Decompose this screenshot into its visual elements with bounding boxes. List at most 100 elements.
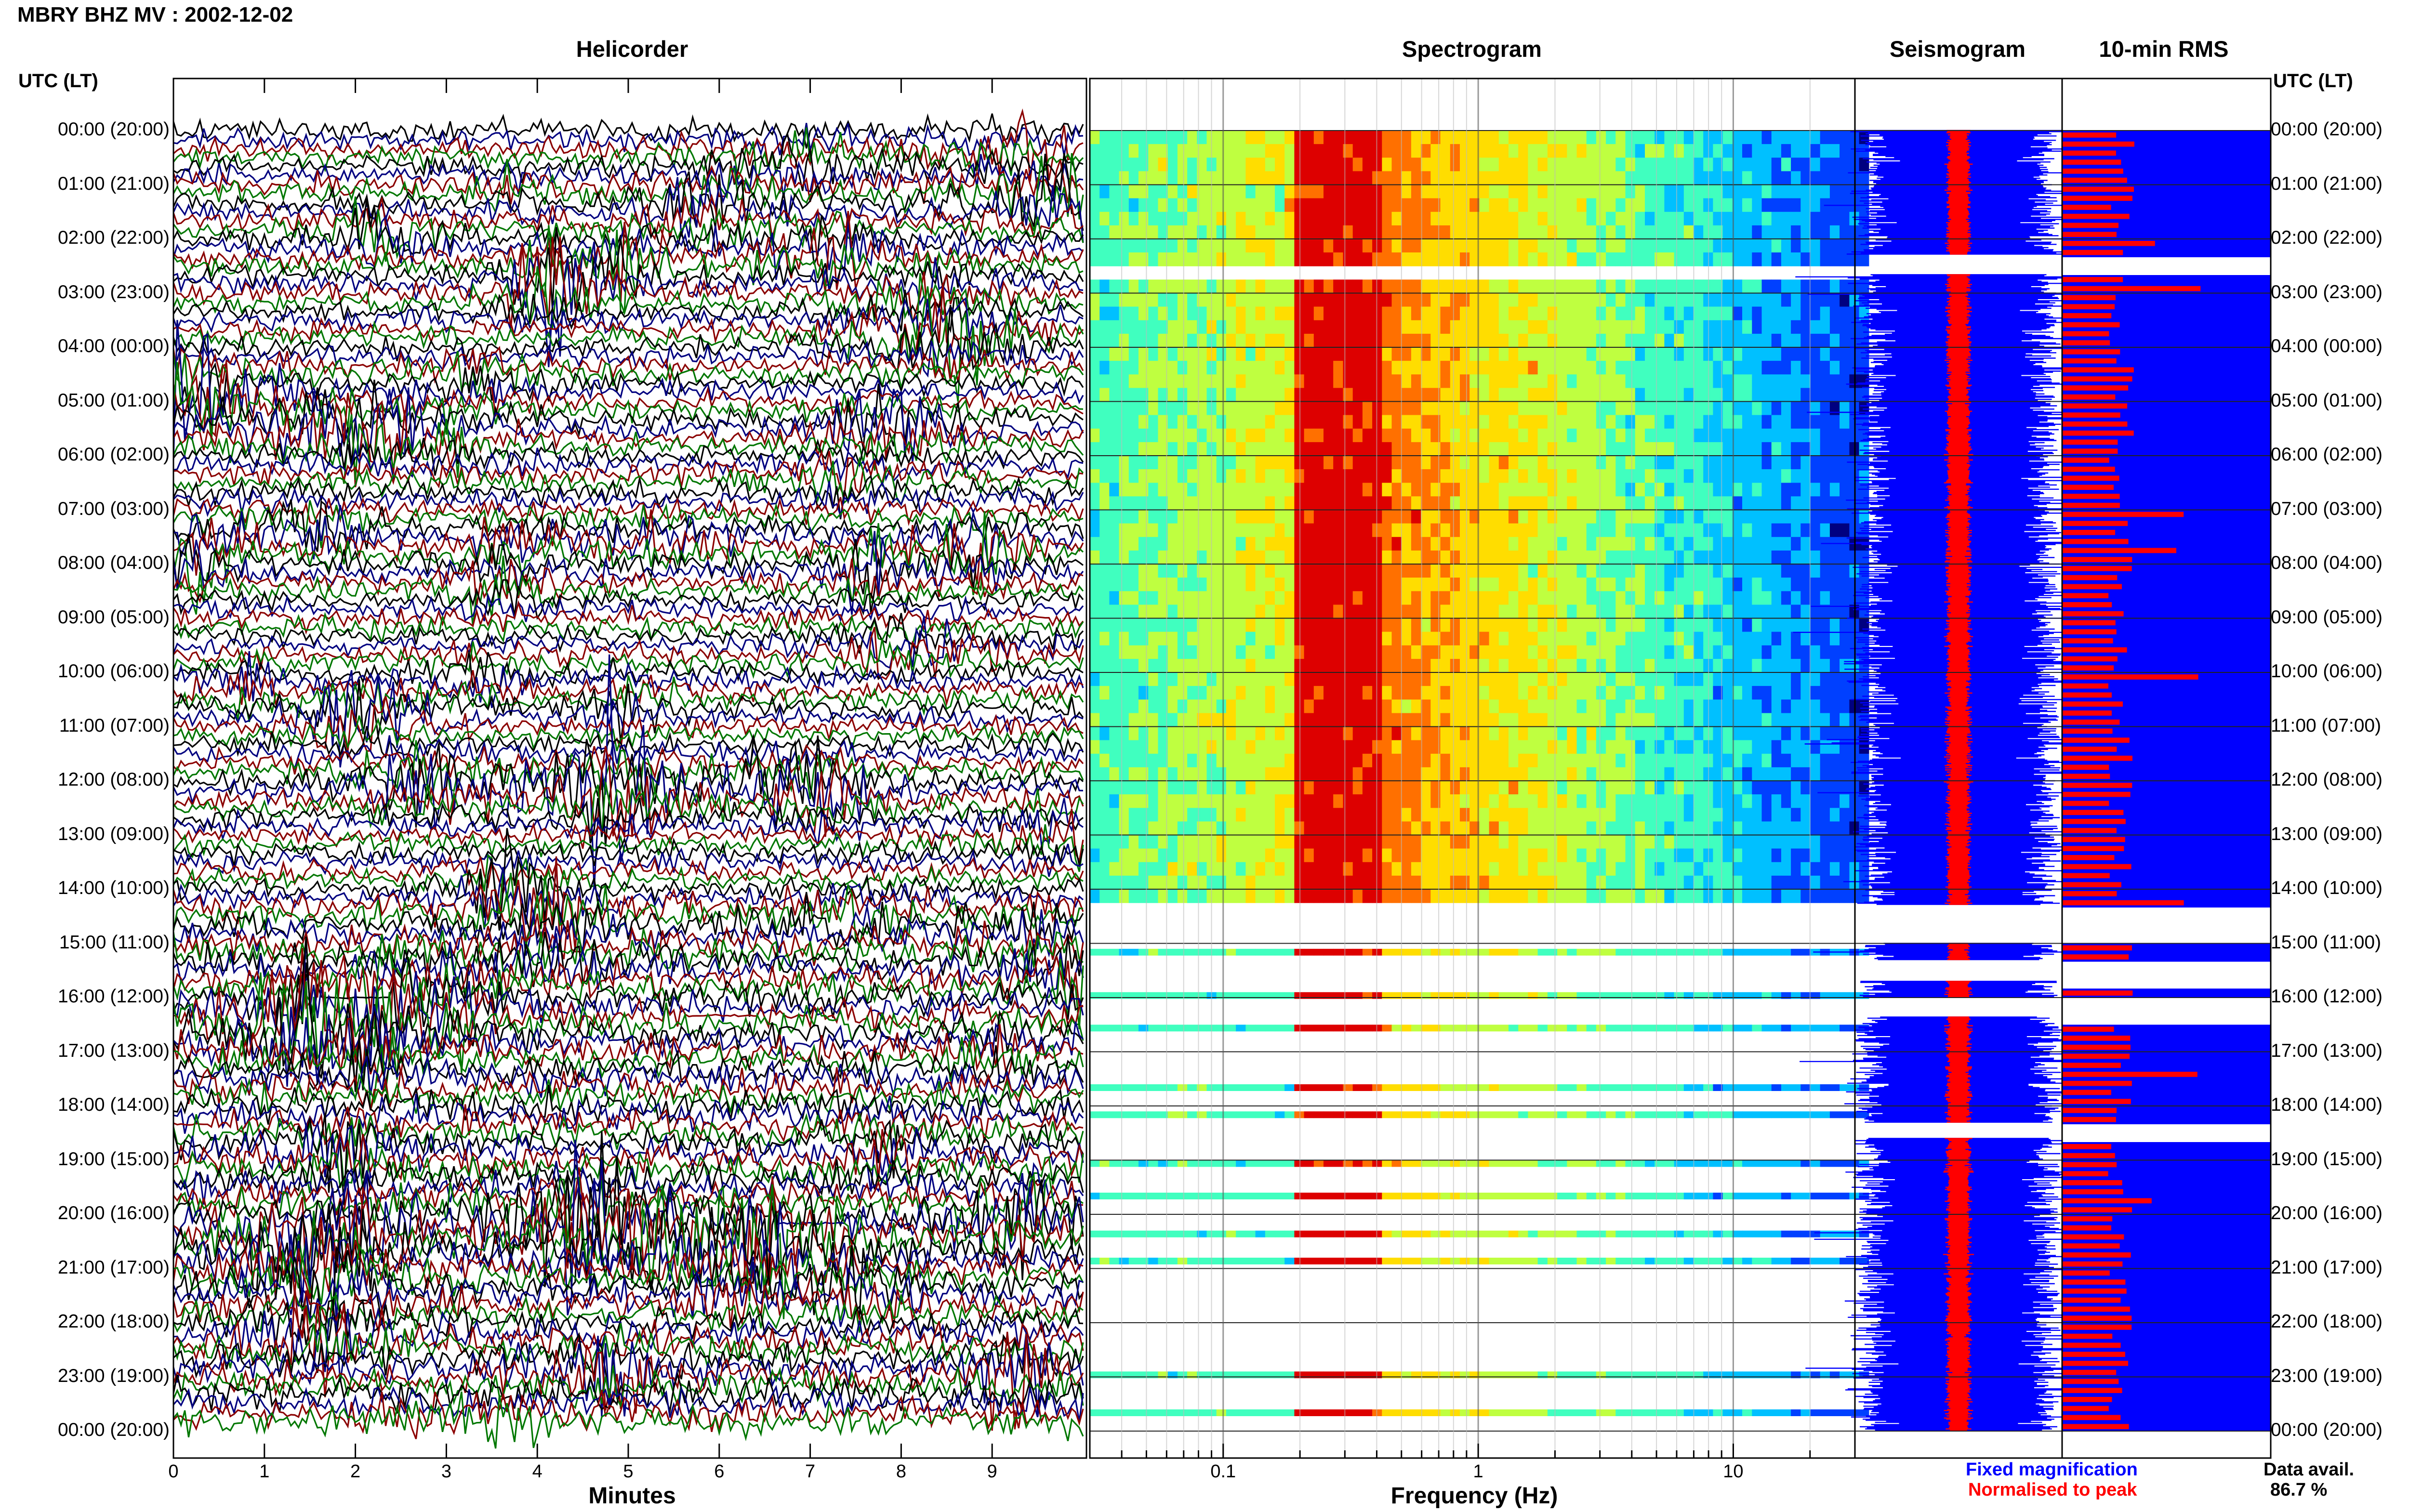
spectrogram-cell <box>1528 415 1538 429</box>
spectrogram-cell <box>1547 753 1558 768</box>
spectrogram-cell <box>1664 605 1675 619</box>
spectrogram-cell <box>1509 848 1519 863</box>
spectrogram-cell <box>1177 158 1188 172</box>
spectrogram-cell <box>1800 320 1811 334</box>
spectrogram-cell <box>1090 171 1100 185</box>
spectrogram-cell <box>1586 333 1597 348</box>
spectrogram-cell <box>1820 171 1830 185</box>
spectrogram-cell <box>1655 428 1665 443</box>
spectrogram-cell <box>1829 740 1840 754</box>
spectrogram-cell <box>1411 591 1421 605</box>
spectrogram-cell <box>1509 144 1519 158</box>
spectrogram-cell <box>1294 415 1305 429</box>
spectrogram-cell <box>1674 781 1684 795</box>
spectrogram-cell <box>1099 510 1110 524</box>
spectrogram-cell <box>1615 374 1626 389</box>
spectrogram-cell <box>1187 889 1197 903</box>
spectrogram-cell <box>1469 198 1480 212</box>
spectrogram-cell <box>1401 361 1412 375</box>
spectrogram-cell <box>1664 306 1675 321</box>
spectrogram-cell <box>1625 401 1636 416</box>
spectrogram-cell <box>1683 211 1694 226</box>
spectrogram-cell <box>1167 550 1178 565</box>
spectrogram-cell <box>1421 306 1431 321</box>
spectrogram-cell <box>1722 618 1733 632</box>
spectrogram-cell <box>1460 401 1470 416</box>
spectrogram-cell <box>1343 225 1353 239</box>
spectrogram-cell <box>1859 618 1869 632</box>
spectrogram-cell <box>1791 510 1801 524</box>
spectrogram-cell <box>1567 835 1577 849</box>
spectrogram-cell <box>1128 320 1139 334</box>
spectrogram-cell <box>1450 740 1460 754</box>
spectrogram-cell <box>1275 740 1285 754</box>
spectrogram-cell <box>1265 211 1275 226</box>
spectrogram-cell <box>1090 794 1100 808</box>
spectrogram-cell <box>1596 469 1606 483</box>
spectrogram-cell <box>1498 158 1509 172</box>
spectrogram-cell <box>1489 794 1499 808</box>
spectrogram-cell <box>1197 578 1207 592</box>
spectrogram-cell <box>1635 388 1645 402</box>
spectrogram-cell <box>1761 428 1772 443</box>
spectrogram-cell <box>1771 618 1782 632</box>
spectrogram-cell <box>1518 320 1528 334</box>
spectrogram-cell <box>1440 252 1451 266</box>
spectrogram-cell <box>1255 401 1266 416</box>
spectrogram-cell <box>1509 835 1519 849</box>
spectrogram-cell <box>1586 578 1597 592</box>
spectrogram-cell <box>1586 523 1597 538</box>
spectrogram-cell <box>1547 456 1558 470</box>
spectrogram-cell <box>1304 848 1314 863</box>
spectrogram-cell <box>1343 578 1353 592</box>
spectrogram-cell <box>1430 686 1441 700</box>
spectrogram-cell <box>1197 875 1207 890</box>
spectrogram-cell <box>1148 144 1159 158</box>
spectrogram-cell <box>1683 225 1694 239</box>
spectrogram-cell <box>1771 158 1782 172</box>
spectrogram-cell <box>1128 699 1139 714</box>
spectrogram-cell <box>1557 279 1567 294</box>
spectrogram-cell <box>1167 184 1178 199</box>
spectrogram-cell <box>1674 550 1684 565</box>
spectrogram-cell <box>1430 496 1441 511</box>
spectrogram-cell <box>1411 131 1421 145</box>
spectrogram-cell <box>1304 1025 1314 1032</box>
spectrogram-cell <box>1509 483 1519 497</box>
spectrogram-cell <box>1313 1084 1324 1091</box>
spectrogram-cell <box>1275 374 1285 389</box>
spectrogram-cell <box>1460 469 1470 483</box>
spectrogram-cell <box>1294 306 1305 321</box>
spectrogram-cell <box>1713 361 1723 375</box>
spectrogram-cell <box>1226 171 1236 185</box>
spectrogram-cell <box>1674 862 1684 876</box>
helicorder-trace <box>172 362 1084 413</box>
spectrogram-cell <box>1810 753 1821 768</box>
spectrogram-cell <box>1324 158 1334 172</box>
spectrogram-cell <box>1840 388 1850 402</box>
helicorder-trace <box>172 362 1084 442</box>
spectrogram-cell <box>1090 198 1100 212</box>
spectrogram-cell <box>1781 171 1791 185</box>
spectrogram-cell <box>1664 794 1675 808</box>
spectrogram-cell <box>1148 862 1159 876</box>
spectrogram-cell <box>1119 510 1129 524</box>
spectrogram-cell <box>1791 361 1801 375</box>
spectrogram-cell <box>1615 889 1626 903</box>
spectrogram-cell <box>1421 821 1431 836</box>
spectrogram-cell <box>1430 875 1441 890</box>
spectrogram-cell <box>1391 550 1402 565</box>
spectrogram-cell <box>1382 415 1392 429</box>
spectrogram-cell <box>1324 428 1334 443</box>
spectrogram-cell <box>1421 428 1431 443</box>
spectrogram-cell <box>1479 456 1490 470</box>
spectrogram-cell <box>1586 211 1597 226</box>
spectrogram-cell <box>1167 320 1178 334</box>
spectrogram-cell <box>1391 279 1402 294</box>
spectrogram-cell <box>1829 279 1840 294</box>
spectrogram-cell <box>1664 239 1675 253</box>
spectrogram-cell <box>1567 483 1577 497</box>
spectrogram-cell <box>1421 456 1431 470</box>
spectrogram-cell <box>1382 753 1392 768</box>
spectrogram-cell <box>1469 184 1480 199</box>
